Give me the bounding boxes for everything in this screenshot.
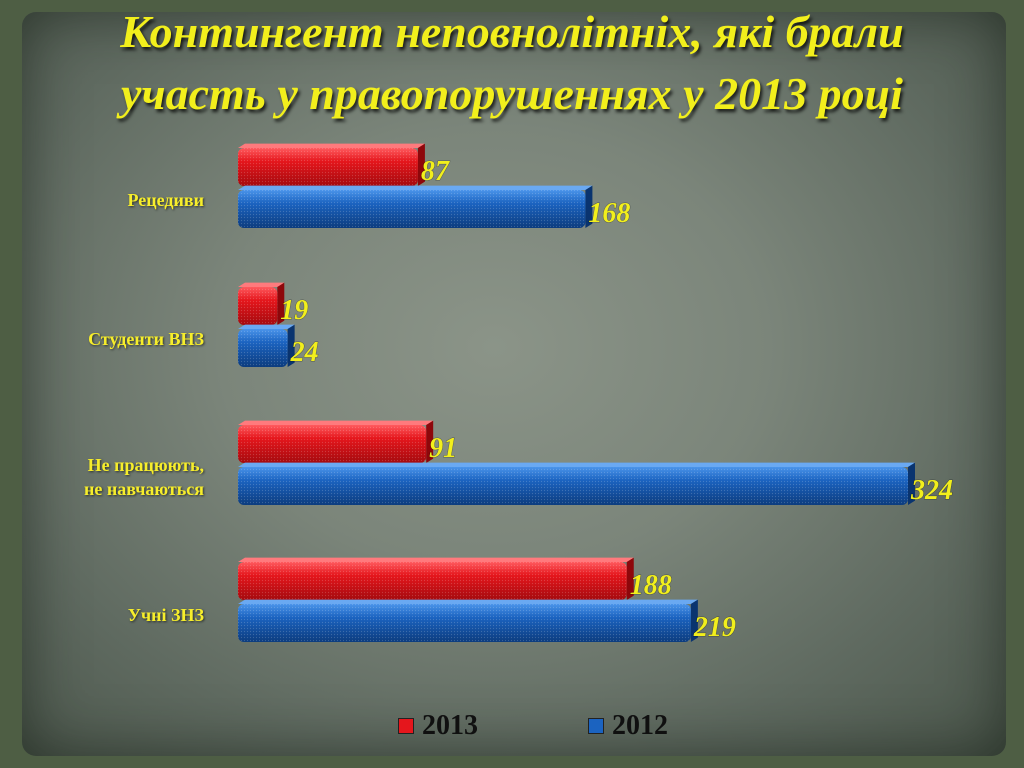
category-label-unemployed: Не працюють, не навчаються bbox=[4, 453, 204, 501]
data-label-2012-0: 168 bbox=[588, 198, 630, 229]
legend-swatch-2012 bbox=[588, 718, 604, 734]
bar-2012-2 bbox=[238, 462, 915, 505]
data-label-2013-3: 188 bbox=[630, 570, 672, 601]
bar-2012-0 bbox=[238, 185, 593, 228]
bar-2012-1 bbox=[238, 324, 295, 367]
data-label-2013-1: 19 bbox=[280, 295, 308, 326]
category-label-unemployed-line-1: Не працюють, bbox=[87, 455, 204, 475]
category-label-recidive: Рецедиви bbox=[127, 190, 204, 210]
legend-swatch-2013 bbox=[398, 718, 414, 734]
data-label-2012-2: 324 bbox=[910, 475, 953, 506]
legend-label-2012: 2012 bbox=[612, 710, 668, 741]
legend-item-2012: 2012 bbox=[588, 710, 668, 742]
bar-2013-2 bbox=[238, 420, 434, 463]
data-label-2012-3: 219 bbox=[693, 612, 736, 643]
category-label-school-pupils: Учні ЗНЗ bbox=[127, 605, 204, 625]
bar-2012-3 bbox=[238, 599, 698, 642]
category-label-students: Студенти ВНЗ bbox=[88, 329, 204, 349]
bar-2013-1 bbox=[238, 282, 285, 325]
data-label-2013-2: 91 bbox=[429, 433, 457, 464]
data-label-2013-0: 87 bbox=[421, 156, 450, 187]
bar-2013-3 bbox=[238, 557, 634, 600]
chart-title-line-1: Контингент неповнолітніх, які брали bbox=[120, 6, 904, 57]
chart-title-line-2: участь у правопорушеннях у 2013 році bbox=[121, 68, 903, 119]
bar-2013-0 bbox=[238, 143, 425, 186]
legend-item-2013: 2013 bbox=[398, 710, 478, 742]
data-label-2012-1: 24 bbox=[290, 337, 319, 368]
category-label-unemployed-line-2: не навчаються bbox=[83, 479, 204, 499]
legend-label-2013: 2013 bbox=[422, 710, 478, 741]
